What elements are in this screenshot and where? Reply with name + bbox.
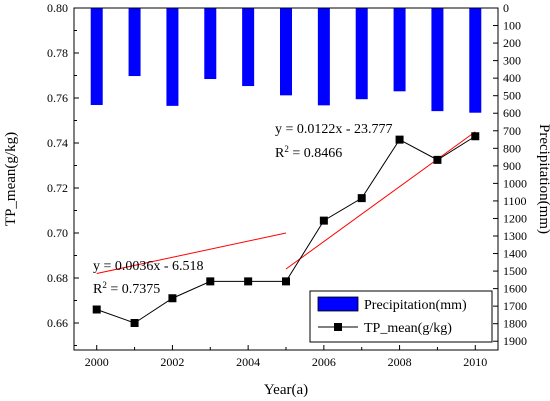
x-tick-label: 2002 [160,355,184,369]
trendline [96,232,287,274]
right-y-tick-label: 1500 [503,264,527,278]
x-tick-label: 2004 [236,355,260,369]
tp-mean-point [282,277,290,286]
precipitation-bar [469,8,482,113]
right-y-tick-label: 900 [503,159,521,173]
tp-mean-point [130,319,139,327]
precipitation-bars [90,8,482,113]
left-y-tick-label: 0.68 [47,271,68,285]
trend-equation-2: y = 0.0122x - 23.777 [275,122,393,137]
left-y-tick-label: 0.66 [47,316,68,330]
right-y-tick-label: 400 [503,71,521,85]
left-y-tick-label: 0.72 [47,181,68,195]
left-y-tick-label: 0.74 [47,136,68,150]
tp-mean-point [357,194,366,203]
right-y-tick-label: 0 [503,1,509,15]
legend-swatch-precipitation [317,296,359,312]
right-y-tick-label: 1100 [503,194,527,208]
axes: 2000 2002 2004 2006 2008 20100.660.680.700.72… [47,1,527,369]
legend-label-tp-mean: TP_mean(g/kg) [364,321,452,336]
right-y-tick-label: 100 [503,19,521,33]
trend-r2-2: R2 = 0.8466 [275,144,342,161]
right-y-tick-label: 700 [503,124,521,138]
left-y-axis-title: TP_mean(g/kg) [3,132,19,226]
tp-mean-point [471,132,480,141]
x-axis-title: Year(a) [264,382,308,398]
precipitation-bar [204,8,217,80]
right-y-tick-label: 300 [503,54,521,68]
right-y-tick-label: 1000 [503,176,527,190]
legend-marker-tp-mean [334,323,342,331]
precipitation-bar [90,8,103,105]
tp-mean-point [168,294,177,303]
x-tick-label: 2000 [85,355,109,369]
precipitation-bar [128,8,141,77]
left-y-tick-label: 0.78 [47,46,68,60]
precipitation-bar [280,8,292,96]
trend-r2-1: R2 = 0.7375 [93,280,160,297]
trendline [285,131,476,270]
right-y-tick-label: 1900 [503,334,527,348]
x-tick-label: 2010 [463,355,487,369]
right-y-tick-label: 1800 [503,317,527,331]
precipitation-bar [317,8,330,106]
legend-label-precipitation: Precipitation(mm) [364,298,467,313]
right-y-tick-label: 1700 [503,299,527,313]
right-y-axis-title: Precipitation(mm) [536,124,550,234]
right-y-tick-label: 800 [503,141,521,155]
x-tick-label: 2008 [388,355,412,369]
tp-mean-point [433,155,442,164]
left-y-tick-label: 0.76 [47,91,68,105]
tp-mean-point [319,216,328,225]
right-y-tick-label: 500 [503,89,521,103]
precipitation-bar [242,8,255,87]
tp-mean-point [395,135,404,144]
left-y-tick-label: 0.70 [47,226,68,240]
tp-mean-point [92,305,101,314]
precipitation-bar [355,8,368,100]
precipitation-bar [393,8,406,92]
x-tick-label: 2006 [312,355,336,369]
precipitation-bar [166,8,179,106]
tp-mean-point [244,277,253,286]
right-y-tick-label: 600 [503,106,521,120]
tp-mean-point [206,277,215,286]
right-y-tick-label: 1400 [503,247,527,261]
right-y-tick-label: 1600 [503,282,527,296]
trend-equation-1: y = 0.0036x - 6.518 [93,259,204,274]
right-y-tick-label: 1200 [503,211,527,225]
precipitation-bar [431,8,444,112]
right-y-tick-label: 1300 [503,229,527,243]
trendlines [96,131,476,274]
left-y-tick-label: 0.80 [47,1,68,15]
right-y-tick-label: 200 [503,36,521,50]
legend: Precipitation(mm) TP_mean(g/kg) [309,290,493,343]
tp-mean-series [92,132,480,327]
